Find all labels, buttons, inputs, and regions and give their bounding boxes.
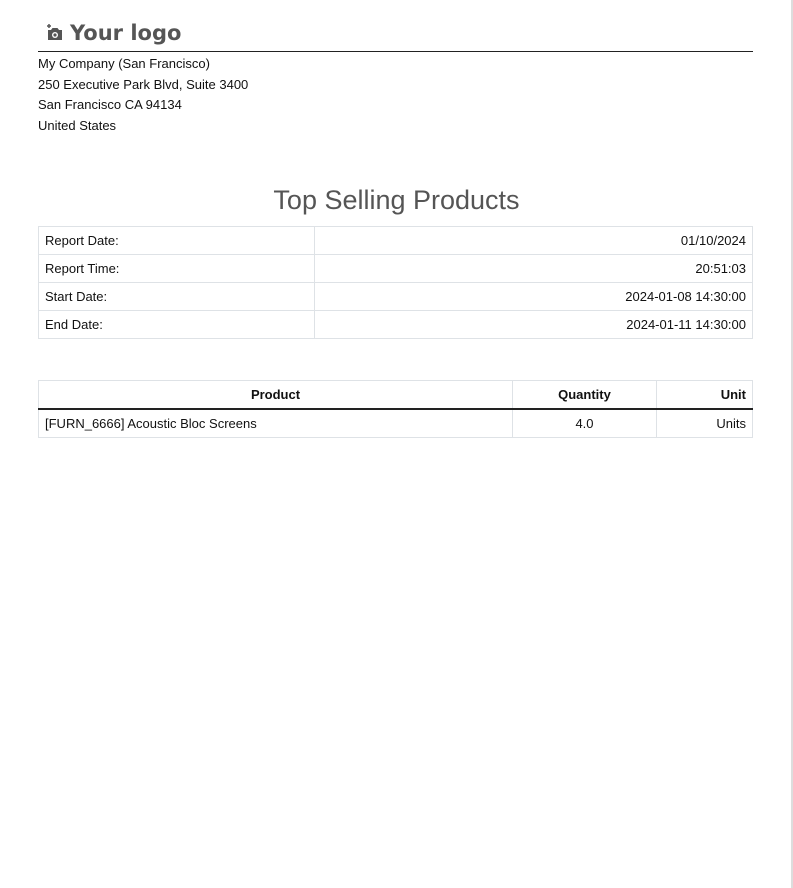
table-row: Report Date: 01/10/2024 bbox=[38, 226, 753, 255]
address-line: My Company (San Francisco) bbox=[38, 56, 210, 71]
product-unit: Units bbox=[656, 408, 753, 438]
address-line: San Francisco CA 94134 bbox=[38, 97, 182, 113]
address-line: 250 Executive Park Blvd, Suite 3400 bbox=[38, 76, 249, 92]
products-table: Product Quantity Unit [FURN_6666] Acoust… bbox=[38, 380, 753, 438]
table-row: End Date: 2024-01-11 14:30:00 bbox=[38, 310, 753, 339]
column-unit: Unit bbox=[656, 380, 753, 410]
header-divider bbox=[38, 51, 753, 52]
product-name: [FURN_6666] Acoustic Bloc Screens bbox=[38, 408, 513, 438]
info-value: 01/10/2024 bbox=[314, 226, 753, 255]
camera-plus-icon bbox=[47, 24, 62, 40]
info-value: 20:51:03 bbox=[314, 254, 753, 283]
info-label: Report Time: bbox=[38, 254, 315, 283]
table-header: Product Quantity Unit bbox=[38, 380, 753, 410]
info-value: 2024-01-11 14:30:00 bbox=[314, 310, 753, 339]
company-logo: Your logo bbox=[46, 18, 181, 48]
company-address: My Company (San Francisco) 250 Executive… bbox=[38, 54, 248, 137]
column-quantity: Quantity bbox=[512, 380, 657, 410]
info-label: Start Date: bbox=[38, 282, 315, 311]
product-quantity: 4.0 bbox=[512, 408, 657, 438]
table-row: [FURN_6666] Acoustic Bloc Screens 4.0 Un… bbox=[38, 408, 753, 438]
column-product: Product bbox=[38, 380, 513, 410]
address-line: United States bbox=[38, 118, 117, 134]
page-edge bbox=[791, 0, 793, 888]
info-label: Report Date: bbox=[38, 226, 315, 255]
report-info-table: Report Date: 01/10/2024 Report Time: 20:51… bbox=[38, 226, 753, 339]
info-value: 2024-01-08 14:30:00 bbox=[314, 282, 753, 311]
logo-text: Your logo bbox=[70, 21, 182, 45]
table-row: Start Date: 2024-01-08 14:30:00 bbox=[38, 282, 753, 311]
info-label: End Date: bbox=[38, 310, 315, 339]
report-title: Top Selling Products bbox=[273, 185, 520, 215]
table-row: Report Time: 20:51:03 bbox=[38, 254, 753, 283]
